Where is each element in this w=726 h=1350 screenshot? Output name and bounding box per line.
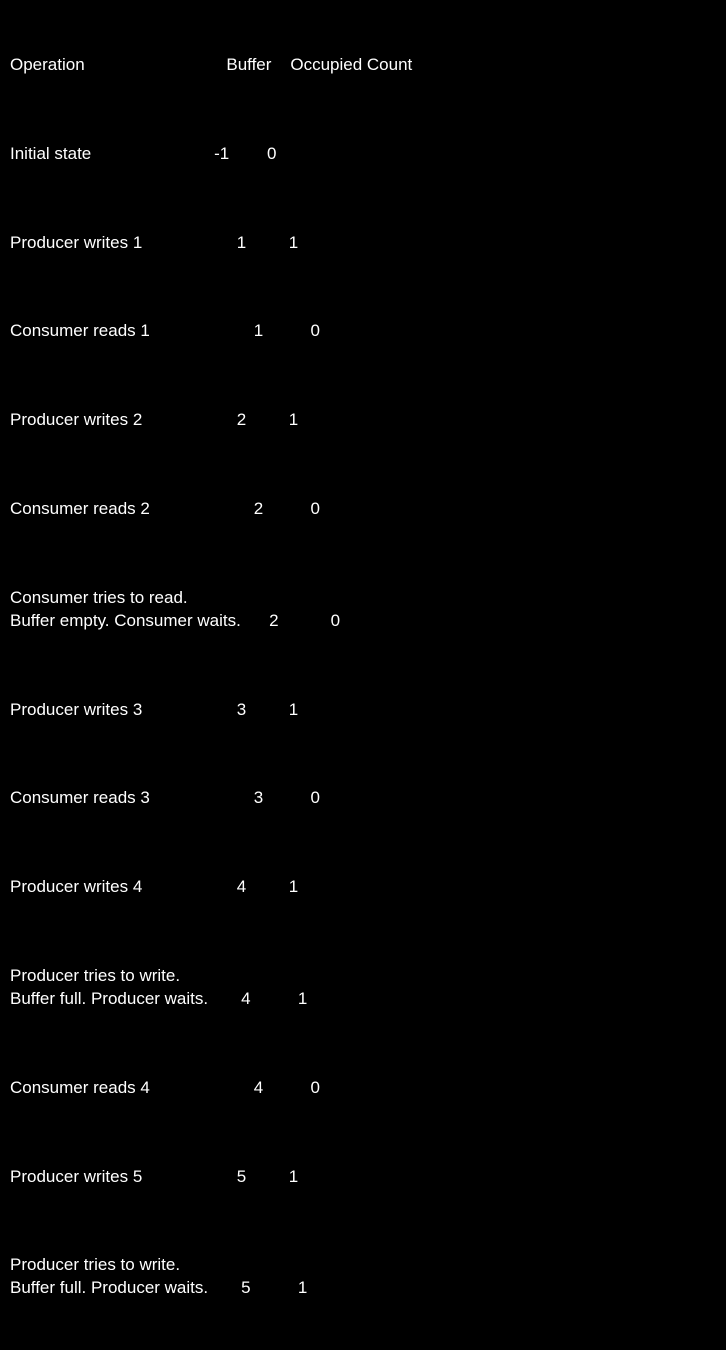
log-row: Consumer reads 3 3 0 [10,787,716,810]
log-row: Producer writes 3 3 1 [10,699,716,722]
header-row: Operation Buffer Occupied Count [10,54,716,77]
log-row: Consumer tries to read. Buffer empty. Co… [10,587,716,633]
log-row: Producer tries to write. Buffer full. Pr… [10,965,716,1011]
log-row: Consumer reads 4 4 0 [10,1077,716,1100]
console-output: Operation Buffer Occupied Count Initial … [0,0,726,1350]
log-row: Consumer reads 2 2 0 [10,498,716,521]
log-row: Producer writes 2 2 1 [10,409,716,432]
log-row: Producer writes 4 4 1 [10,876,716,899]
log-row: Producer tries to write. Buffer full. Pr… [10,1254,716,1300]
log-row: Producer writes 5 5 1 [10,1166,716,1189]
header-operation: Operation [10,55,85,74]
header-occupied: Occupied Count [290,55,412,74]
log-row: Producer writes 1 1 1 [10,232,716,255]
log-row: Consumer reads 1 1 0 [10,320,716,343]
header-buffer: Buffer [226,55,271,74]
log-row: Initial state -1 0 [10,143,716,166]
